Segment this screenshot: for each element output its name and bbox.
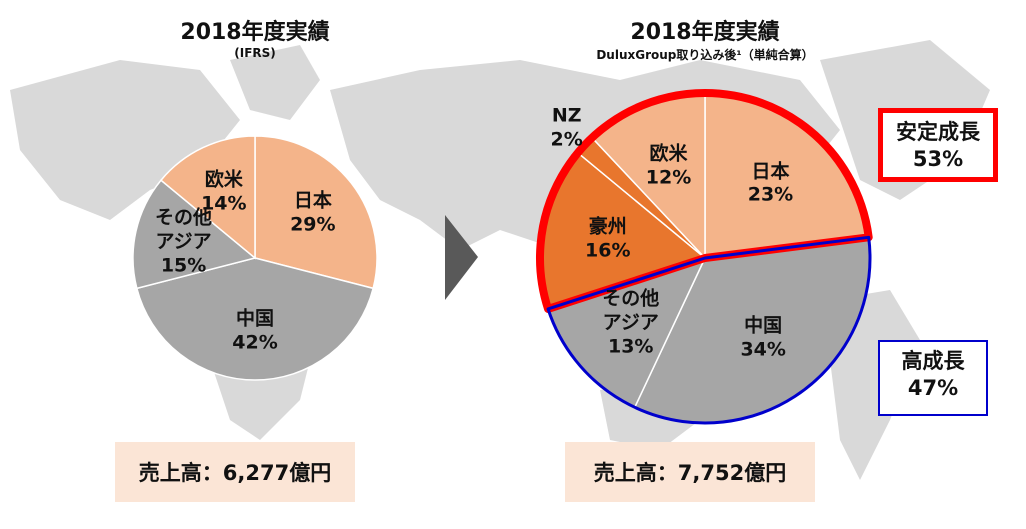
slice-label: 日本 23% (739, 160, 802, 208)
category-label: 日本 (293, 189, 332, 212)
slice-label: 中国 34% (732, 314, 795, 362)
chart-subtitle: (IFRS) (234, 46, 276, 60)
chart-title: 2018年度実績 (180, 20, 330, 45)
category-label: 欧米 (204, 168, 243, 191)
category-label: その他アジア (602, 287, 660, 334)
category-label: 中国 (744, 314, 783, 337)
group-value-label: 47% (907, 376, 959, 401)
value-label: 29% (290, 213, 336, 236)
group-outline (546, 235, 872, 425)
arrow (445, 215, 478, 300)
pie-slice (159, 135, 256, 260)
value-label: 16% (585, 239, 631, 262)
total-sales: 売上高：6,277億円 (115, 442, 355, 502)
group-box: 高成長 47% (878, 340, 988, 416)
total-sales: 売上高：7,752億円 (565, 442, 815, 502)
group-label: 高成長 (901, 349, 965, 373)
value-label: 2% (550, 128, 583, 151)
slice-label: その他アジア 13% (599, 288, 662, 359)
slice-label: NZ 2% (535, 104, 598, 152)
pie-slice (135, 257, 375, 381)
slice-label: その他アジア 15% (152, 206, 215, 277)
value-label: 12% (645, 165, 692, 188)
category-label: その他アジア (155, 206, 213, 253)
group-value-label: 53% (912, 147, 964, 172)
slice-label: 欧米 14% (192, 168, 255, 216)
chart-subtitle: DuluxGroup取り込み後¹（単純合算） (596, 48, 814, 62)
slice-label: 欧米 12% (637, 142, 700, 190)
value-label: 14% (201, 191, 247, 214)
group-box: 安定成長 53% (878, 108, 998, 182)
slice-label: 豪州 16% (576, 216, 639, 264)
value-label: 15% (160, 253, 207, 276)
group-outline (536, 89, 873, 313)
category-label: 欧米 (649, 142, 688, 165)
pie-slice (132, 179, 257, 290)
category-label: 豪州 (588, 215, 627, 238)
slice-label: 日本 29% (281, 189, 344, 237)
value-label: 23% (747, 183, 794, 206)
category-label: 中国 (235, 307, 274, 330)
category-label: NZ (551, 104, 582, 127)
group-label: 安定成長 (896, 120, 980, 144)
category-label: 日本 (751, 159, 790, 182)
value-label: 42% (232, 331, 278, 354)
slice-label: 中国 42% (224, 307, 287, 355)
value-label: 13% (607, 335, 654, 358)
chart-title: 2018年度実績 (630, 20, 780, 45)
pie-slice (254, 135, 378, 290)
value-label: 34% (740, 338, 786, 361)
